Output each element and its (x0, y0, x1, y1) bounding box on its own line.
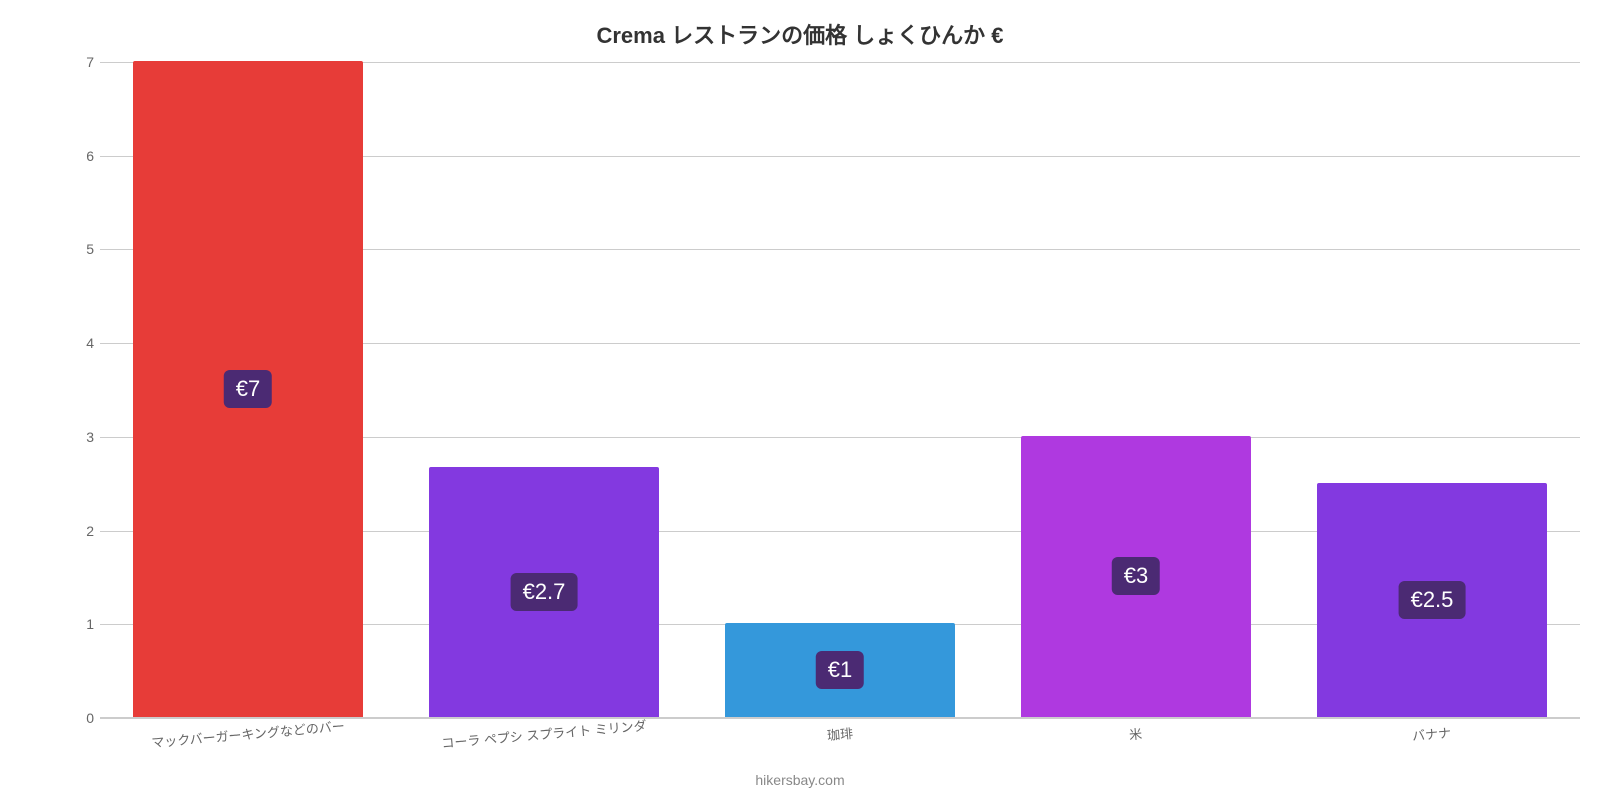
y-tick-label: 5 (60, 241, 94, 257)
y-tick-label: 0 (60, 710, 94, 726)
x-axis-label: マックバーガーキングなどのバー (151, 716, 346, 752)
x-label-slot: 珈琲 (692, 724, 988, 743)
bar-value-label: €3 (1112, 557, 1160, 595)
bars-container: €7 €2.7 €1 €3 €2.5 (100, 62, 1580, 717)
x-label-slot: バナナ (1284, 724, 1580, 743)
y-tick-label: 6 (60, 148, 94, 164)
bar-slot: €2.7 (396, 62, 692, 717)
bar-slot: €1 (692, 62, 988, 717)
y-tick-label: 2 (60, 523, 94, 539)
bar-value-label: €7 (224, 370, 272, 408)
x-axis-label: コーラ ペプシ スプライト ミリンダ (441, 715, 648, 752)
bar-slot: €2.5 (1284, 62, 1580, 717)
y-tick-label: 7 (60, 54, 94, 70)
bar-slot: €7 (100, 62, 396, 717)
x-label-slot: コーラ ペプシ スプライト ミリンダ (396, 724, 692, 743)
chart-title: Crema レストランの価格 しょくひんか € (0, 0, 1600, 50)
bar: €7 (133, 61, 364, 717)
bar: €1 (725, 623, 956, 717)
bar-chart: Crema レストランの価格 しょくひんか € 01234567 €7€2.7€… (0, 0, 1600, 800)
bar: €3 (1021, 436, 1252, 717)
x-axis-label: 米 (1129, 723, 1144, 743)
bar: €2.7 (429, 467, 660, 717)
bar-value-label: €2.7 (511, 573, 578, 611)
bar-value-label: €2.5 (1399, 581, 1466, 619)
y-tick-label: 3 (60, 429, 94, 445)
x-axis-label: バナナ (1412, 722, 1453, 744)
y-tick-label: 4 (60, 335, 94, 351)
bar-slot: €3 (988, 62, 1284, 717)
x-axis-label: 珈琲 (826, 723, 854, 744)
y-tick-label: 1 (60, 616, 94, 632)
plot-area: 01234567 €7€2.7€1€3€2.5 (100, 62, 1580, 718)
credit-text: hikersbay.com (0, 772, 1600, 788)
x-label-slot: マックバーガーキングなどのバー (100, 724, 396, 743)
bar: €2.5 (1317, 483, 1548, 717)
x-axis-labels: マックバーガーキングなどのバーコーラ ペプシ スプライト ミリンダ 珈琲 米 バナナ (100, 724, 1580, 743)
bar-value-label: €1 (816, 651, 864, 689)
x-label-slot: 米 (988, 724, 1284, 743)
